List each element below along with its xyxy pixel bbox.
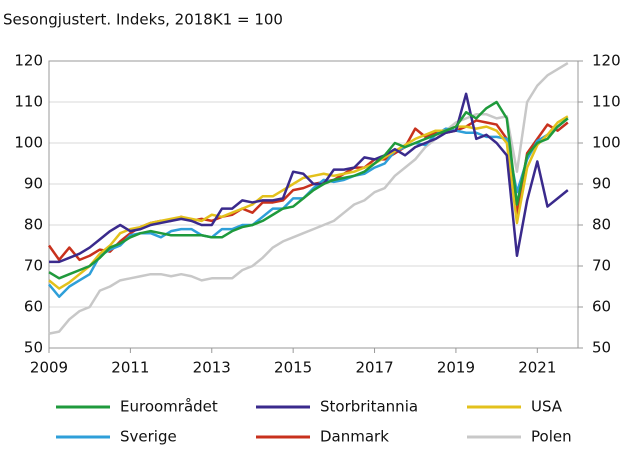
y2-tick-label: 110: [592, 93, 621, 111]
x-tick-label: 2011: [111, 359, 149, 377]
y2-tick-label: 100: [592, 134, 621, 152]
x-tick-label: 2009: [30, 359, 68, 377]
series-line: [49, 92, 569, 264]
legend-label: Danmark: [320, 428, 389, 446]
legend-label: Storbritannia: [320, 398, 418, 416]
y2-tick-label: 120: [592, 52, 621, 70]
x-tick-label: 2013: [193, 359, 231, 377]
series-line: [48, 61, 569, 335]
y-tick-label: 90: [24, 175, 43, 193]
y-tick-label: 110: [14, 93, 43, 111]
series-line: [48, 115, 569, 290]
y2-tick-label: 60: [592, 298, 611, 316]
x-tick-label: 2017: [355, 359, 393, 377]
y-tick-label: 70: [24, 257, 43, 275]
y2-tick-label: 80: [592, 216, 611, 234]
y-tick-label: 60: [24, 298, 43, 316]
legend-label: Euroområdet: [120, 398, 218, 416]
chart-subtitle: Sesongjustert. Indeks, 2018K1 = 100: [3, 11, 283, 29]
plot-frame: [48, 60, 579, 349]
series-line: [48, 117, 569, 298]
y-tick-label: 50: [24, 339, 43, 357]
legend-label: Sverige: [120, 428, 177, 446]
x-tick-label: 2015: [274, 359, 312, 377]
x-tick-label: 2021: [518, 359, 556, 377]
y-tick-label: 100: [14, 134, 43, 152]
y2-tick-label: 90: [592, 175, 611, 193]
legend-label: USA: [531, 398, 563, 416]
x-tick-label: 2019: [437, 359, 475, 377]
legend-label: Polen: [531, 428, 572, 446]
y2-tick-label: 50: [592, 339, 611, 357]
series-line: [48, 100, 569, 280]
y-tick-label: 120: [14, 52, 43, 70]
y-tick-label: 80: [24, 216, 43, 234]
y2-tick-label: 70: [592, 257, 611, 275]
